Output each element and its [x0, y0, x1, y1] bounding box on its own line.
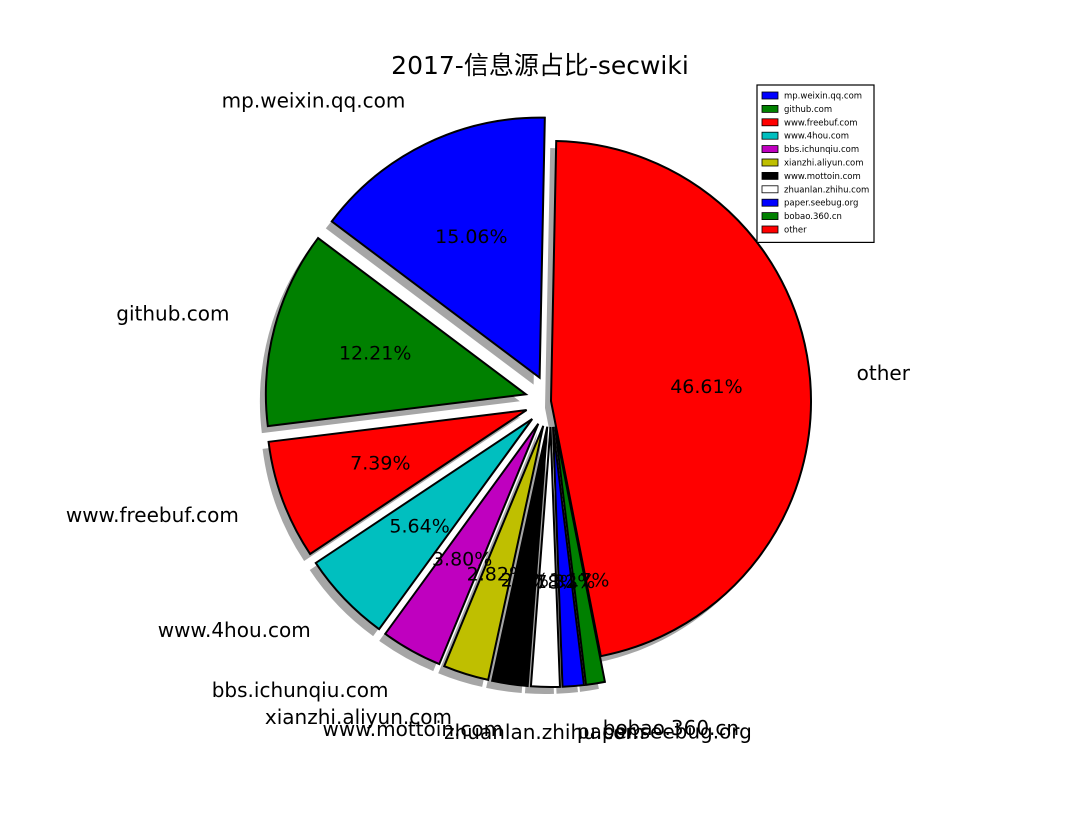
pie-slice-bobao-360-cn — [554, 426, 607, 686]
percentage-labels: 46.61% 15.06% 12.21% 7.39% 5.64% 3.80%2.82%2.… — [339, 226, 743, 594]
legend-swatch — [761, 158, 779, 167]
legend-entry-label: zhuanlan.zhihu.com — [784, 185, 869, 195]
legend-swatch — [761, 118, 779, 127]
slice-category-label: www.4hou.com — [158, 618, 311, 642]
slice-category-label: zhuanlan.zhihu.com — [444, 720, 645, 744]
slice-value-label: 1.32% — [535, 571, 595, 593]
slice-category-label: paper.seebug.org — [577, 719, 752, 743]
slice-category-label: bobao.360.cn — [603, 716, 739, 740]
legend-swatch — [761, 131, 779, 140]
slice-value-label: 46.61% — [670, 376, 742, 398]
legend-swatch — [761, 91, 779, 100]
slice-value-label: 2.82% — [467, 563, 527, 585]
legend-swatch — [761, 171, 779, 180]
pie-slice-xianzhi-aliyun-com — [442, 425, 545, 682]
legend-swatch — [761, 185, 779, 194]
legend-entry-label: github.com — [784, 105, 832, 115]
legend-swatch — [761, 105, 779, 113]
pie-slice-bbs-ichunqiu-com — [383, 423, 540, 666]
slice-category-label: github.com — [116, 302, 229, 326]
legend-swatch — [761, 145, 779, 154]
slice-category-label: www.freebuf.com — [66, 503, 239, 527]
pie-slices — [264, 116, 812, 688]
pie-slice-www-freebuf-com — [267, 409, 528, 556]
category-labels: other mp.weixin.qq.com github.com www.freeb… — [66, 88, 911, 744]
pie-slice-mp-weixin-qq-com — [330, 116, 546, 380]
legend-entry-label: mp.weixin.qq.com — [784, 92, 862, 102]
legend: mp.weixin.qq.com github.com www.freebuf.co… — [756, 84, 875, 243]
pie-slice-www-4hou-com — [314, 418, 534, 631]
slice-value-label: 5.64% — [389, 515, 449, 537]
pie-slice-paper-seebug-org — [552, 426, 586, 688]
legend-entry-label: www.freebuf.com — [784, 118, 858, 128]
chart-title: 2017-信息源占比-secwiki — [391, 51, 689, 80]
slice-category-label: xianzhi.aliyun.com — [265, 705, 452, 729]
slice-value-label: 15.06% — [435, 226, 507, 248]
legend-entry-label: bbs.ichunqiu.com — [784, 145, 859, 155]
slice-value-label: 12.21% — [339, 343, 411, 365]
slice-value-label: 1.78% — [517, 571, 577, 593]
slice-category-label: other — [857, 361, 911, 385]
legend-entry-label: www.4hou.com — [784, 132, 849, 142]
slice-value-label: 1.17% — [549, 569, 609, 591]
slice-category-label: www.mottoin.com — [323, 717, 504, 741]
legend-swatch — [761, 198, 779, 207]
legend-swatch — [761, 212, 779, 221]
slice-value-label: 3.80% — [432, 548, 492, 570]
legend-entry-label: www.mottoin.com — [784, 172, 861, 182]
slice-category-label: bbs.ichunqiu.com — [212, 678, 389, 702]
slice-value-label: 2.2% — [501, 570, 549, 592]
legend-entry-label: xianzhi.aliyun.com — [784, 159, 864, 169]
legend-entry-label: other — [784, 226, 807, 236]
pie-slice-other — [549, 140, 812, 658]
pie-slice-www-mottoin-com — [490, 426, 549, 688]
slice-category-label: mp.weixin.qq.com — [222, 88, 406, 112]
pie-slice-zhuanlan-zhihu-com — [529, 426, 562, 688]
legend-entry-label: paper.seebug.org — [784, 199, 858, 209]
legend-entry-label: bobao.360.cn — [784, 212, 842, 222]
legend-swatch — [761, 225, 779, 234]
slice-value-label: 7.39% — [350, 453, 410, 475]
pie-slice-github-com — [264, 236, 529, 428]
